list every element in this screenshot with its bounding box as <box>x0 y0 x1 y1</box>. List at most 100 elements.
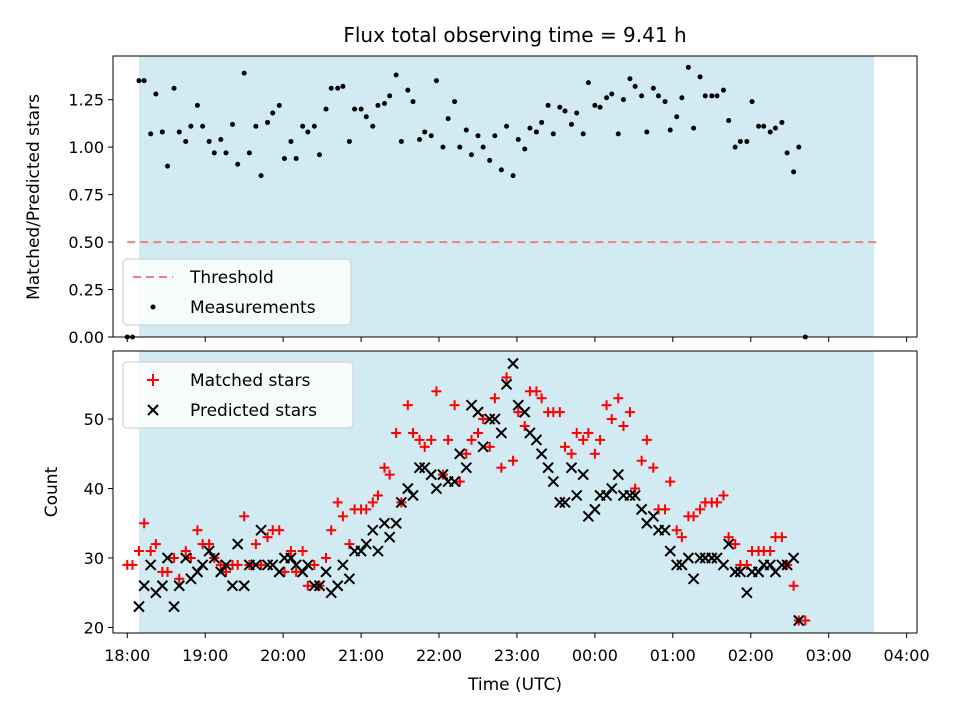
matched-star-marker <box>583 427 594 438</box>
predicted-star-marker <box>752 566 765 578</box>
matched-star-marker <box>489 393 500 404</box>
bottom-axes-frame <box>112 350 918 634</box>
measurement-point <box>597 104 603 110</box>
x-tick-label: 18:00 <box>104 646 150 665</box>
matched-star-marker <box>169 552 180 563</box>
predicted-star-marker <box>196 559 209 571</box>
measurement-point <box>428 133 434 139</box>
matched-star-marker <box>174 573 185 584</box>
measurement-point <box>463 127 469 133</box>
predicted-star-marker <box>372 545 384 557</box>
predicted-star-marker <box>495 427 508 439</box>
x-tick-label: 01:00 <box>650 646 696 665</box>
predicted-star-marker <box>220 559 232 571</box>
measurement-point <box>627 76 633 82</box>
predicted-star-marker <box>706 552 718 564</box>
predicted-star-marker <box>565 461 578 474</box>
top-y-tick-label: 0.00 <box>68 328 104 347</box>
matched-star-marker <box>302 580 313 591</box>
measurement-point <box>194 102 200 108</box>
measurement-point <box>323 106 329 112</box>
matched-star-marker <box>776 532 787 543</box>
measurement-point <box>265 119 271 125</box>
matched-star-marker <box>321 552 332 563</box>
measurement-point <box>159 129 165 135</box>
top-y-axis-label: Matched/Predicted stars <box>24 94 44 300</box>
measurement-point <box>171 85 177 91</box>
top-legend: Threshold Measurements <box>122 258 352 326</box>
measurement-point <box>165 163 171 169</box>
predicted-star-marker <box>729 566 741 578</box>
predicted-star-marker <box>530 434 543 446</box>
measurement-point <box>148 131 154 137</box>
predicted-star-marker <box>489 413 501 425</box>
measurement-point <box>545 102 551 108</box>
measurement-point <box>632 83 638 89</box>
predicted-star-marker <box>138 580 150 592</box>
measurement-point <box>697 74 703 80</box>
matched-star-marker <box>309 559 320 570</box>
measurement-point <box>141 78 147 84</box>
matched-star-marker <box>262 532 273 543</box>
measurement-point <box>504 123 510 129</box>
predicted-star-marker <box>612 468 624 481</box>
matched-star-marker <box>372 490 383 501</box>
predicted-star-marker <box>308 580 321 592</box>
matched-star-marker <box>484 441 495 452</box>
matched-star-marker <box>606 414 617 425</box>
measurement-point <box>422 129 428 135</box>
predicted-star-marker <box>535 448 548 460</box>
matched-star-marker <box>150 539 161 550</box>
matched-star-marker <box>443 434 454 445</box>
matched-star-marker <box>723 532 734 543</box>
matched-star-marker <box>180 546 191 557</box>
predicted-star-marker <box>156 580 169 592</box>
bottom-y-tick-label: 40 <box>84 480 104 499</box>
top-axes-frame <box>112 55 918 338</box>
measurement-points <box>124 64 808 340</box>
measurement-point <box>756 123 762 129</box>
measurement-point <box>281 156 287 162</box>
measurement-point <box>732 144 738 150</box>
matched-star-marker <box>419 441 430 452</box>
measurement-point <box>293 156 299 162</box>
measurement-point <box>440 144 446 150</box>
matched-star-marker <box>513 407 524 418</box>
legend-measurements-swatch <box>150 304 156 310</box>
predicted-star-marker <box>664 545 676 557</box>
matched-star-marker <box>613 393 624 404</box>
matched-stars-points <box>122 372 811 626</box>
predicted-star-marker <box>606 482 618 495</box>
measurement-point <box>300 123 306 129</box>
measurement-point <box>445 116 451 122</box>
measurement-point <box>650 85 656 91</box>
x-axis-label: Time (UTC) <box>467 675 562 695</box>
predicted-star-marker <box>460 461 472 474</box>
matched-star-marker <box>133 546 144 557</box>
predicted-star-marker <box>477 441 489 453</box>
x-tick-label: 22:00 <box>416 646 462 665</box>
predicted-star-marker <box>687 573 700 585</box>
predicted-star-marker <box>331 580 344 592</box>
predicted-star-marker <box>133 600 145 613</box>
legend-measurements-label: Measurements <box>190 298 316 318</box>
x-tick-label: 02:00 <box>728 646 774 665</box>
measurement-point <box>387 93 393 99</box>
measurement-point <box>398 138 404 144</box>
matched-star-marker <box>384 469 395 480</box>
measurement-point <box>258 173 264 179</box>
x-tick-label: 04:00 <box>884 646 930 665</box>
measurement-point <box>229 121 235 127</box>
top-legend-box <box>122 258 352 326</box>
bottom-y-tick-label: 20 <box>84 618 104 637</box>
bottom-y-axis-ticks: 20 30 40 50 <box>84 410 113 637</box>
predicted-star-marker <box>285 552 297 564</box>
predicted-star-marker <box>570 489 583 502</box>
legend-matched-label: Matched stars <box>190 371 310 391</box>
measurement-point <box>457 144 463 150</box>
measurement-point <box>685 64 691 70</box>
x-tick-label: 03:00 <box>806 646 852 665</box>
predicted-star-marker <box>250 559 262 571</box>
measurement-point <box>153 91 159 97</box>
predicted-star-marker <box>191 566 204 578</box>
